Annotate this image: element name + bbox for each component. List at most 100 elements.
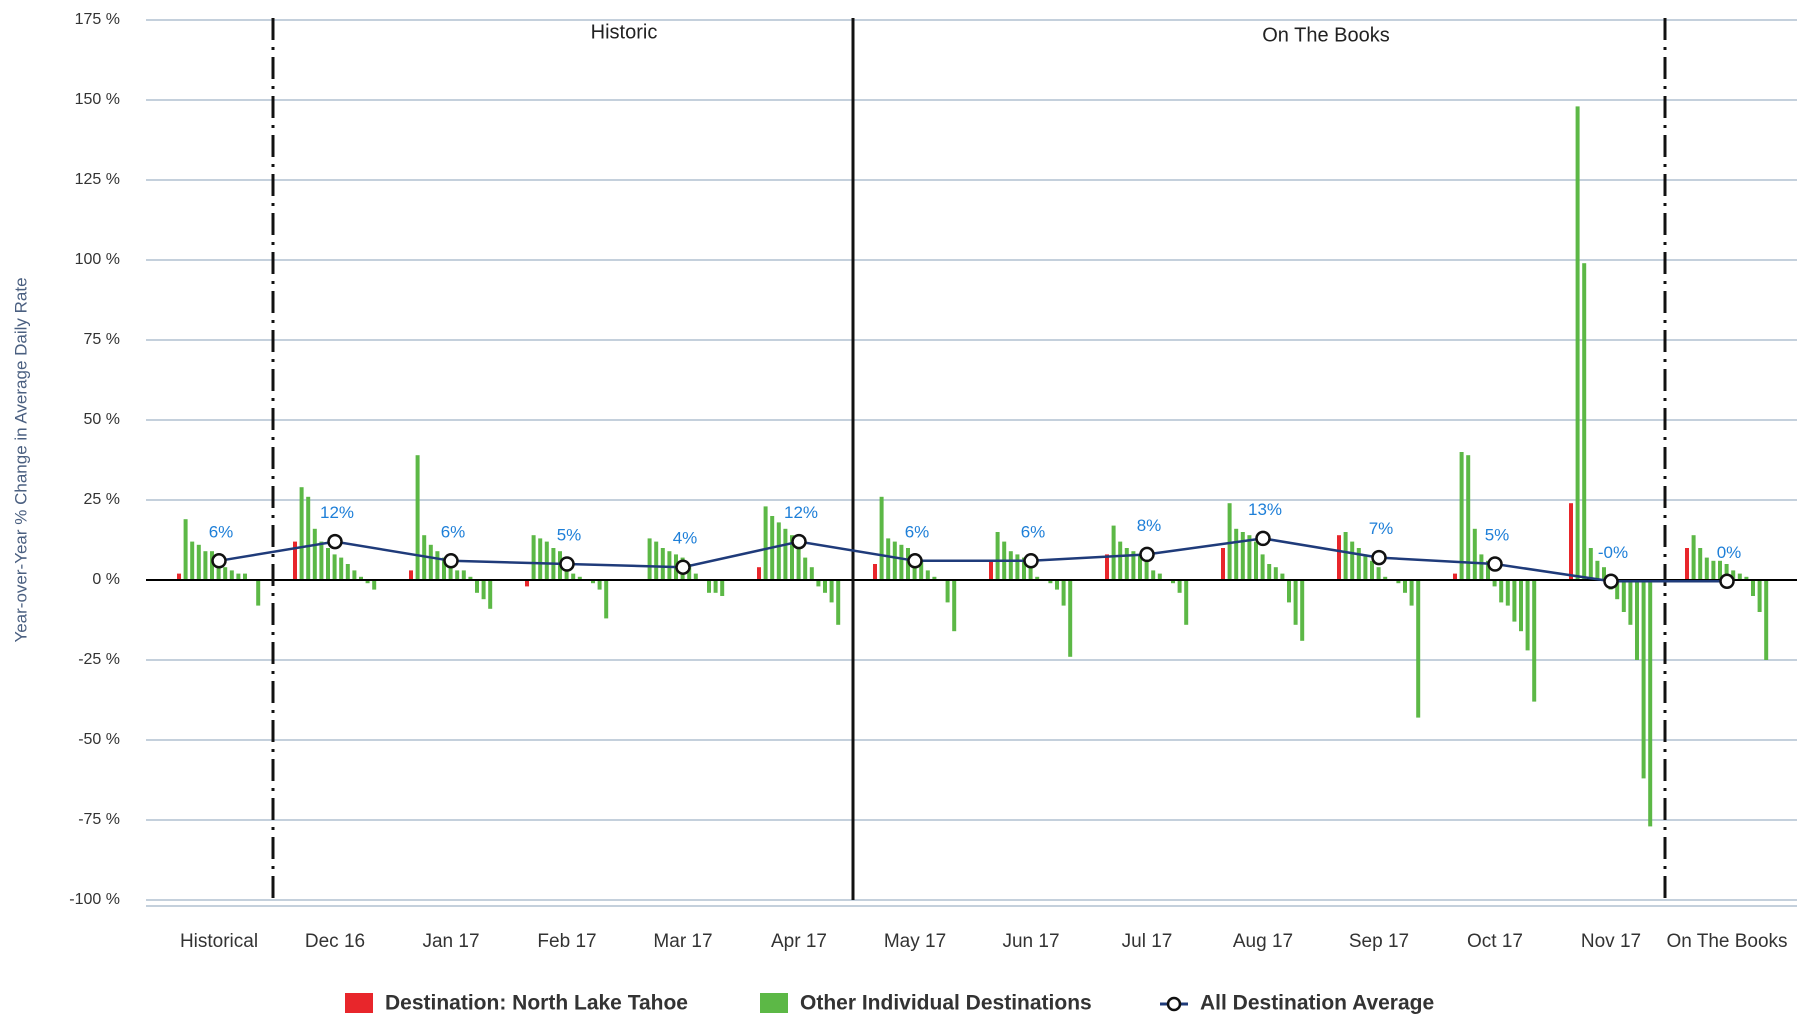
x-tick-label: Jan 17 [422,931,479,952]
x-tick-label: May 17 [884,931,946,952]
bar [1343,532,1348,580]
average-point [1719,573,1735,590]
value-label: 5% [557,525,582,544]
bar [468,576,473,580]
bar [687,564,692,580]
bar [1698,548,1703,580]
y-tick-label: 100 % [75,251,120,268]
bar [1479,554,1484,580]
bar [886,538,891,580]
bar [236,573,241,580]
bar [1757,580,1762,612]
bar [1472,528,1477,580]
y-tick-label: -100 % [69,891,120,908]
y-tick-label: 0 % [92,571,120,588]
bar [1287,580,1291,603]
x-tick-label: Apr 17 [771,931,827,952]
bar [1505,580,1510,606]
average-point [675,559,691,575]
bar [1171,580,1175,584]
bar [319,541,324,580]
bar [326,548,330,580]
bar [1124,548,1129,580]
value-label: 12% [320,503,354,522]
bar [210,551,214,580]
bar [531,535,536,580]
bar [339,557,344,580]
bar [1022,557,1026,580]
x-tick-label: Aug 17 [1233,931,1293,952]
bar [442,557,446,580]
bar [1409,580,1414,606]
bar [1383,576,1388,580]
value-label: 13% [1248,500,1282,519]
bar [1615,580,1620,600]
bar [1595,560,1600,580]
average-point [1603,573,1619,590]
value-label: 6% [441,522,466,541]
bar [873,564,877,580]
bar [995,532,1000,580]
bar [790,535,794,580]
bar [1396,580,1401,584]
bar [892,541,897,580]
bar [1118,541,1123,580]
bar [1144,560,1149,580]
bar [293,541,297,580]
bar [1151,570,1156,580]
bar [1718,560,1722,580]
y-tick-label: 75 % [84,331,120,348]
bar [654,541,659,580]
bar [1711,560,1716,580]
bar [571,573,576,580]
bar [544,541,549,580]
legend-swatch [760,993,788,1013]
bar [196,544,201,580]
bar [1280,573,1285,580]
value-label: 6% [209,522,234,541]
y-tick-label: 50 % [84,411,120,428]
bar [475,580,479,593]
bar [1588,548,1593,580]
section-label: On The Books [1262,24,1389,46]
section-label: Historic [591,21,658,43]
bar [945,580,950,603]
bar [1111,525,1116,580]
bar [1453,573,1457,580]
bar [707,580,711,593]
bar [1499,580,1504,603]
bar [312,528,317,580]
average-point [1371,549,1387,566]
bar [1602,567,1606,580]
x-tick-label: Oct 17 [1467,931,1523,952]
bar [1621,580,1626,612]
bar [1370,560,1374,580]
bar [647,538,652,580]
bar [591,580,595,584]
bar [660,548,665,580]
bar [757,567,761,580]
average-point [443,553,459,569]
bar [823,580,827,593]
bar [306,496,311,580]
bar [577,576,582,580]
bar [1015,554,1020,580]
bar [1691,535,1696,580]
bar [243,573,247,580]
bar [1628,580,1633,625]
bar [345,564,350,580]
bar [1028,567,1033,580]
bar [1068,580,1073,657]
average-point [907,553,923,569]
bar [1356,548,1361,580]
bar [359,576,363,580]
bar [783,528,788,580]
bar [299,487,304,580]
bar [1486,560,1490,580]
bar [1350,541,1355,580]
y-tick-label: -50 % [78,731,120,748]
bar [1254,541,1258,580]
bar [428,544,433,580]
bar [899,544,904,580]
bar [1575,106,1580,581]
